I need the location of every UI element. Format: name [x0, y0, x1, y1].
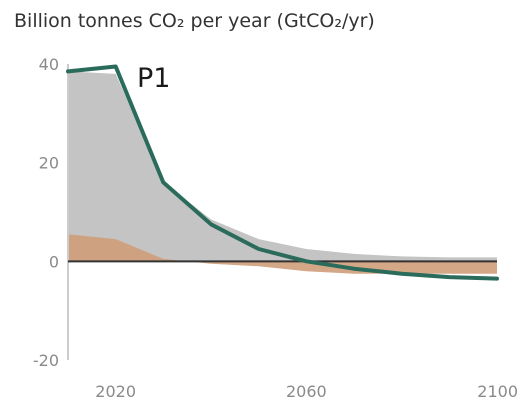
x-tick-labels: 2020 2060 2100: [95, 382, 518, 401]
y-tick-labels: 40 20 0 -20: [33, 55, 59, 370]
line-series-2: [66, 64, 499, 281]
panel-label: P1: [137, 63, 170, 94]
chart-title: Billion tonnes CO₂ per year (GtCO₂/yr): [14, 10, 375, 32]
y-tick-label: -20: [33, 351, 59, 370]
area-series-0: [68, 71, 497, 262]
x-tick-label: 2100: [477, 382, 518, 401]
area-series-group: [68, 71, 497, 274]
y-tick-label: 40: [39, 55, 59, 74]
x-tick-label: 2060: [286, 382, 327, 401]
x-tick-label: 2020: [95, 382, 136, 401]
y-tick-label: 0: [49, 252, 59, 271]
y-tick-label: 20: [39, 154, 59, 173]
area-series-1: [68, 234, 497, 274]
line-series-group: [66, 64, 499, 281]
